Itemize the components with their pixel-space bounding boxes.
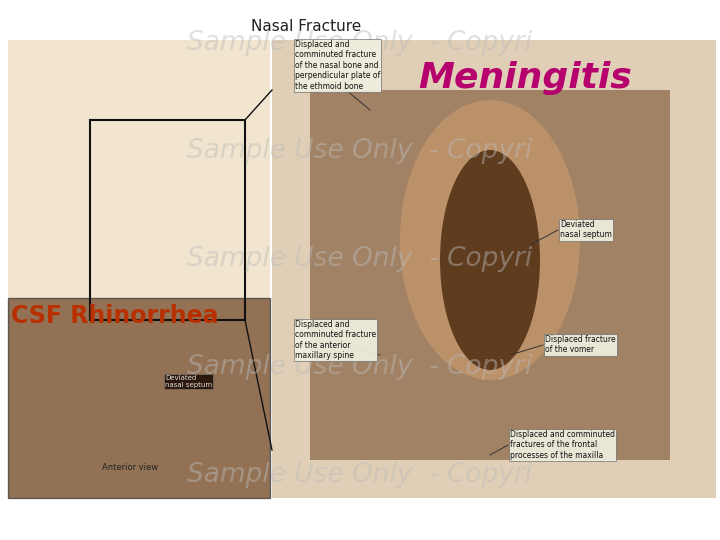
- Text: Sample Use Only  - Copyri: Sample Use Only - Copyri: [187, 138, 533, 164]
- Text: Anterior view: Anterior view: [102, 463, 158, 472]
- Ellipse shape: [400, 100, 580, 380]
- Text: Meningitis: Meningitis: [419, 62, 632, 95]
- Text: Displaced and comminuted
fractures of the frontal
processes of the maxilla: Displaced and comminuted fractures of th…: [510, 430, 615, 460]
- Text: Displaced and
comminuted fracture
of the anterior
maxillary spine: Displaced and comminuted fracture of the…: [295, 320, 376, 360]
- Bar: [8, 298, 270, 498]
- Text: Displaced fracture
of the vomer: Displaced fracture of the vomer: [545, 335, 616, 354]
- Text: Deviated
nasal septum: Deviated nasal septum: [560, 220, 612, 239]
- Text: Sample Use Only  - Copyri: Sample Use Only - Copyri: [187, 246, 533, 272]
- Text: Sample Use Only  - Copyri: Sample Use Only - Copyri: [187, 354, 533, 380]
- Bar: [8, 40, 270, 498]
- Bar: [272, 40, 716, 498]
- Text: CSF Rhinorrhea: CSF Rhinorrhea: [11, 304, 218, 328]
- Text: Sample Use Only  - Copyri: Sample Use Only - Copyri: [187, 462, 533, 488]
- Bar: [90, 120, 245, 320]
- Text: Nasal Fracture: Nasal Fracture: [251, 19, 361, 34]
- Ellipse shape: [440, 150, 540, 370]
- Text: Displaced and
comminuted fracture
of the nasal bone and
perpendicular plate of
t: Displaced and comminuted fracture of the…: [295, 40, 380, 91]
- Text: Sample Use Only  - Copyri: Sample Use Only - Copyri: [187, 30, 533, 56]
- Text: Deviated
nasal septum: Deviated nasal septum: [165, 375, 212, 388]
- Bar: [310, 90, 670, 460]
